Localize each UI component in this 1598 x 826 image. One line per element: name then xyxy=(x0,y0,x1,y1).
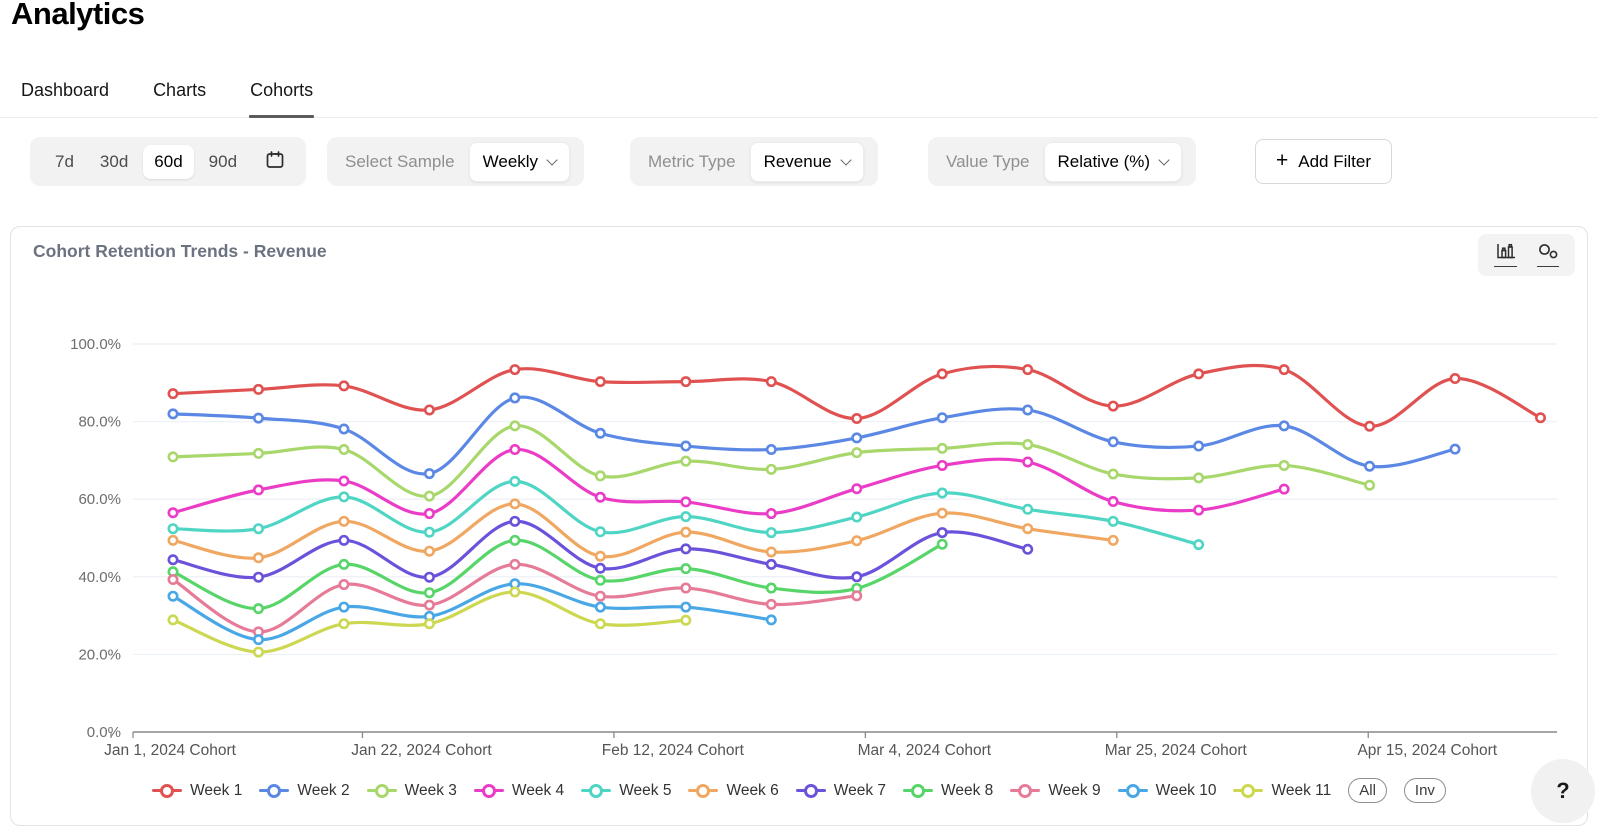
bubble-chart-view-button[interactable] xyxy=(1537,243,1559,267)
select-sample-label: Select Sample xyxy=(345,151,455,171)
svg-text:Feb 12, 2024 Cohort: Feb 12, 2024 Cohort xyxy=(602,742,745,759)
legend-marker-icon xyxy=(259,783,290,798)
tab-cohorts[interactable]: Cohorts xyxy=(249,78,315,118)
legend-item-week-2[interactable]: Week 2 xyxy=(259,781,350,800)
add-filter-label: Add Filter xyxy=(1298,151,1372,171)
add-filter-button[interactable]: + Add Filter xyxy=(1255,139,1393,184)
tab-charts[interactable]: Charts xyxy=(152,78,207,117)
legend-label: Week 3 xyxy=(404,781,457,799)
legend-item-week-11[interactable]: Week 11 xyxy=(1233,782,1331,800)
legend-label: Week 11 xyxy=(1271,781,1332,799)
metric-type-dropdown[interactable]: Revenue xyxy=(749,141,864,182)
legend-label: Week 8 xyxy=(941,781,994,799)
bubble-chart-icon xyxy=(1538,243,1558,263)
legend-label: Week 2 xyxy=(297,781,350,799)
bar-chart-view-button[interactable] xyxy=(1494,243,1517,267)
calendar-icon xyxy=(264,149,286,174)
legend-label: Week 10 xyxy=(1155,781,1217,799)
date-range-group: 7d 30d 60d 90d xyxy=(30,137,307,186)
range-option-90d[interactable]: 90d xyxy=(198,145,248,179)
legend-item-week-6[interactable]: Week 6 xyxy=(688,781,779,800)
cohort-retention-chart: 0.0% 20.0% 40.0% 60.0% 80.0% 100.0% Jan 1, 202… xyxy=(70,336,1557,759)
bar-chart-icon xyxy=(1495,243,1516,263)
tab-bar: Dashboard Charts Cohorts xyxy=(0,78,1598,118)
svg-text:80.0%: 80.0% xyxy=(78,414,121,431)
legend-item-week-3[interactable]: Week 3 xyxy=(366,781,457,800)
date-range-options: 7d 30d 60d 90d xyxy=(44,144,248,179)
legend-label: Week 1 xyxy=(190,781,243,799)
legend-marker-icon xyxy=(152,783,183,798)
tab-list: Dashboard Charts Cohorts xyxy=(20,78,315,118)
metric-type-label: Metric Type xyxy=(648,151,736,171)
svg-text:40.0%: 40.0% xyxy=(78,569,121,586)
metric-type-value: Revenue xyxy=(763,151,832,171)
legend-item-week-5[interactable]: Week 5 xyxy=(581,782,671,800)
range-option-60d[interactable]: 60d xyxy=(143,144,194,179)
legend-marker-icon xyxy=(1233,783,1264,798)
value-type-group: Value Type Relative (%) xyxy=(928,137,1197,186)
legend-label: Week 6 xyxy=(726,781,779,799)
value-type-value: Relative (%) xyxy=(1057,151,1151,171)
legend-label: Week 7 xyxy=(833,781,887,799)
legend-item-week-1[interactable]: Week 1 xyxy=(152,782,242,800)
legend-marker-icon xyxy=(1117,783,1148,798)
legend-marker-icon xyxy=(473,783,504,798)
svg-text:Jan 22, 2024 Cohort: Jan 22, 2024 Cohort xyxy=(351,742,492,759)
tab-dashboard[interactable]: Dashboard xyxy=(20,78,110,117)
chevron-down-icon xyxy=(546,153,558,166)
legend-inv-button[interactable]: Inv xyxy=(1403,778,1446,803)
svg-text:Mar 25, 2024 Cohort: Mar 25, 2024 Cohort xyxy=(1105,742,1248,759)
filter-bar: 7d 30d 60d 90d Select Sample Weekly Metric … xyxy=(0,137,1598,186)
legend-item-week-7[interactable]: Week 7 xyxy=(795,781,887,800)
legend-marker-icon xyxy=(795,783,826,798)
svg-text:Mar 4, 2024 Cohort: Mar 4, 2024 Cohort xyxy=(858,742,992,759)
legend-marker-icon xyxy=(366,783,397,798)
svg-text:0.0%: 0.0% xyxy=(87,724,121,741)
value-type-label: Value Type xyxy=(946,151,1030,171)
legend-item-week-4[interactable]: Week 4 xyxy=(473,781,565,800)
svg-text:60.0%: 60.0% xyxy=(78,491,121,508)
help-button[interactable]: ? xyxy=(1531,759,1595,823)
chart-legend: Week 1 Week 2 Week 3 Week 4 Week 5 Week 6 Week… xyxy=(11,778,1587,803)
legend-label: Week 4 xyxy=(511,781,565,799)
legend-marker-icon xyxy=(1010,783,1041,798)
range-option-7d[interactable]: 7d xyxy=(44,145,85,179)
select-sample-group: Select Sample Weekly xyxy=(327,137,585,186)
metric-type-group: Metric Type Revenue xyxy=(630,137,878,186)
legend-label: Week 5 xyxy=(619,781,672,799)
chart-view-toggle xyxy=(1478,234,1575,276)
value-type-dropdown[interactable]: Relative (%) xyxy=(1043,141,1183,182)
svg-text:Apr 15, 2024 Cohort: Apr 15, 2024 Cohort xyxy=(1357,742,1497,759)
svg-text:Jan 1, 2024 Cohort: Jan 1, 2024 Cohort xyxy=(104,742,237,759)
range-option-30d[interactable]: 30d xyxy=(89,145,139,179)
legend-all-button[interactable]: All xyxy=(1348,778,1387,803)
calendar-button[interactable] xyxy=(258,145,292,178)
legend-label: Week 9 xyxy=(1048,781,1101,799)
chart-panel: Cohort Retention Trends - Revenue xyxy=(10,226,1588,826)
legend-marker-icon xyxy=(688,783,719,798)
legend-item-week-10[interactable]: Week 10 xyxy=(1117,781,1217,800)
legend-marker-icon xyxy=(581,783,612,798)
legend-marker-icon xyxy=(903,783,934,798)
svg-text:100.0%: 100.0% xyxy=(70,336,121,353)
legend-item-week-9[interactable]: Week 9 xyxy=(1010,781,1101,800)
page-title: Analytics xyxy=(11,0,145,31)
chevron-down-icon xyxy=(839,153,852,166)
legend-item-week-8[interactable]: Week 8 xyxy=(903,782,993,800)
chevron-down-icon xyxy=(1158,153,1170,166)
plus-icon: + xyxy=(1276,149,1289,172)
chart-title: Cohort Retention Trends - Revenue xyxy=(33,241,327,261)
select-sample-dropdown[interactable]: Weekly xyxy=(468,141,571,182)
svg-text:20.0%: 20.0% xyxy=(78,646,121,663)
select-sample-value: Weekly xyxy=(482,151,539,171)
